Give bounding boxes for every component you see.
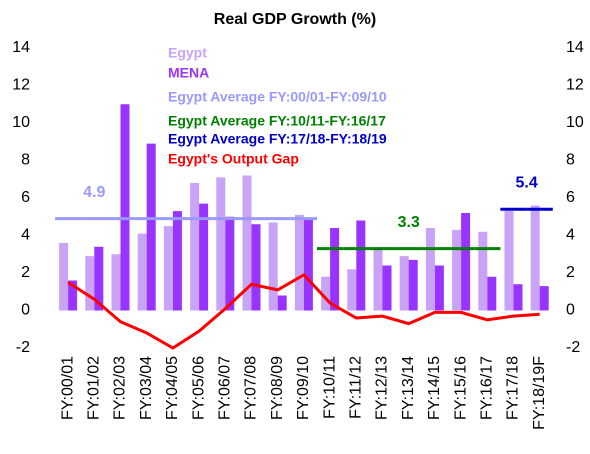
bar [172, 211, 182, 311]
x-tick-label: FY:02/03 [112, 356, 129, 420]
bar [530, 205, 540, 311]
x-tick-label: FY:07/08 [243, 356, 260, 420]
bar [382, 265, 392, 311]
legend-entry: MENA [168, 65, 209, 81]
bar [408, 259, 418, 311]
bar [513, 284, 523, 311]
bar [399, 256, 409, 311]
y2-tick-label: 6 [566, 189, 575, 206]
y-tick-label: 0 [21, 302, 30, 319]
bar [85, 256, 95, 311]
y2-tick-label: 2 [566, 264, 575, 281]
legend-entry: Egypt's Output Gap [168, 151, 299, 167]
y2-tick-label: -2 [566, 339, 580, 356]
x-tick-label: FY:11/12 [348, 356, 365, 419]
x-tick-label: FY:05/06 [190, 356, 207, 420]
x-tick-label: FY:15/16 [452, 356, 469, 420]
legend-entry: Egypt Average FY:10/11-FY:16/17 [168, 113, 386, 129]
bar [277, 295, 287, 311]
bar [321, 276, 331, 311]
y-tick-label: -2 [16, 339, 30, 356]
bar [330, 228, 340, 311]
bar [216, 177, 226, 311]
bar [452, 229, 462, 311]
y2-tick-label: 12 [566, 77, 584, 94]
x-tick-label: FY:01/02 [86, 356, 103, 420]
bar [120, 104, 130, 311]
bar [373, 248, 383, 311]
bar [190, 183, 200, 311]
bar [225, 216, 235, 311]
bar [461, 213, 471, 311]
bar [111, 254, 121, 311]
bar [242, 175, 252, 311]
bar [94, 246, 104, 311]
line [67, 272, 540, 350]
bar [504, 211, 514, 311]
bar [478, 231, 488, 311]
y-tick-label: 8 [21, 152, 30, 169]
bar [199, 203, 209, 311]
bar [59, 243, 69, 311]
y-tick-label: 2 [21, 264, 30, 281]
bar [146, 143, 156, 311]
y-tick-label: 4 [21, 227, 30, 244]
chart-title: Real GDP Growth (%) [214, 11, 376, 28]
x-tick-label: FY:18/19F [531, 356, 548, 430]
bar [251, 224, 261, 311]
average-label: 5.4 [515, 174, 537, 191]
y-tick-label: 6 [21, 189, 30, 206]
bar [487, 276, 497, 311]
bar [539, 286, 549, 311]
legend-entry: Egypt [168, 45, 207, 61]
x-tick-label: FY:09/10 [295, 356, 312, 420]
y2-tick-label: 4 [566, 227, 575, 244]
y-tick-label: 14 [12, 39, 30, 56]
y-tick-label: 10 [12, 114, 30, 131]
y2-tick-label: 0 [566, 302, 575, 319]
x-tick-label: FY:03/04 [138, 356, 155, 420]
bar [356, 220, 366, 311]
bar [68, 280, 78, 311]
average-label: 3.3 [398, 214, 420, 231]
bar [137, 233, 147, 311]
x-tick-label: FY:16/17 [479, 356, 496, 420]
y-tick-label: 12 [12, 77, 30, 94]
x-tick-label: FY:14/15 [426, 356, 443, 420]
bar [347, 269, 357, 311]
legend-entry: Egypt Average FY:00/01-FY:09/10 [168, 89, 387, 105]
bar [163, 226, 173, 311]
x-tick-label: FY:04/05 [164, 356, 181, 420]
x-tick-label: FY:06/07 [217, 356, 234, 420]
y2-tick-label: 14 [566, 39, 584, 56]
legend-entry: Egypt Average FY:17/18-FY:18/19 [168, 131, 387, 147]
x-tick-label: FY:12/13 [374, 356, 391, 420]
x-tick-label: FY:13/14 [400, 356, 417, 420]
bar [434, 265, 444, 311]
x-tick-label: FY:00/01 [59, 356, 76, 420]
x-tick-label: FY:17/18 [505, 356, 522, 420]
bar [294, 214, 304, 311]
bar [425, 228, 435, 311]
bar [268, 222, 278, 311]
x-tick-label: FY:10/11 [321, 356, 338, 419]
x-tick-label: FY:08/09 [269, 356, 286, 420]
bar [303, 218, 313, 311]
average-label: 4.9 [83, 184, 105, 201]
y2-tick-label: 8 [566, 152, 575, 169]
y2-tick-label: 10 [566, 114, 584, 131]
